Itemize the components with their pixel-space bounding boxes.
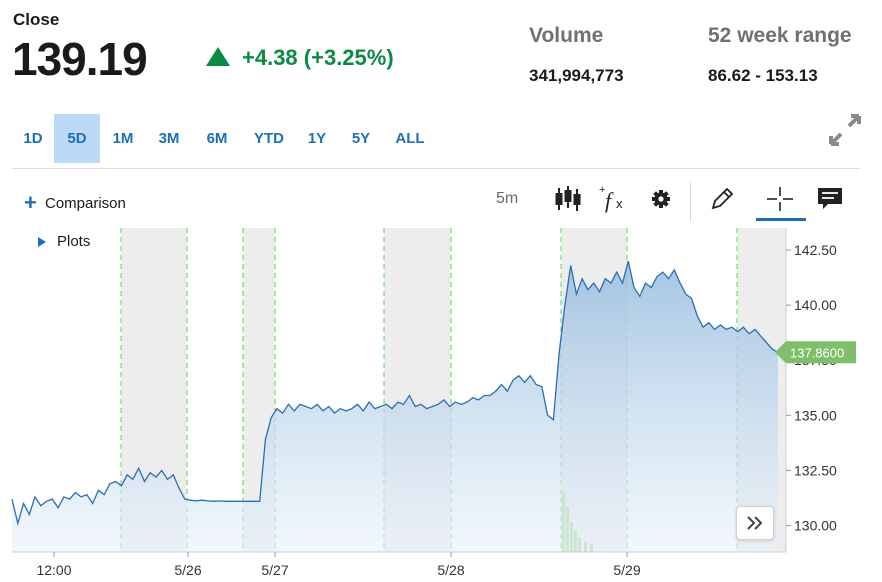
caret-right-icon <box>38 236 46 247</box>
price-change: +4.38 (+3.25%) <box>242 45 394 70</box>
volume-value: 341,994,773 <box>529 66 624 85</box>
toolbar-divider <box>690 182 691 222</box>
volume-label: Volume <box>529 24 604 47</box>
price-line <box>11 260 779 526</box>
comment-icon[interactable] <box>815 184 845 214</box>
svg-text:f: f <box>605 188 614 213</box>
price-tick-label: 140.00 <box>794 297 837 313</box>
tab-1d[interactable]: 1D <box>23 130 43 147</box>
close-label: Close <box>13 10 60 29</box>
date-tick-label: 12:00 <box>36 562 71 578</box>
time-range-tabs: 1D 5D 1M 3M 6M YTD 1Y 5Y ALL <box>12 114 436 163</box>
volume-bars <box>562 492 593 552</box>
52-week-range-label: 52 week range <box>708 24 852 47</box>
tab-5y[interactable]: 5Y <box>351 130 371 147</box>
date-axis: 12:00 5/26 5/27 5/28 5/29 <box>36 552 641 578</box>
date-tick-label: 5/27 <box>261 562 288 578</box>
comparison-label: Comparison <box>45 194 126 212</box>
tab-all[interactable]: ALL <box>395 130 425 147</box>
date-tick-label: 5/28 <box>437 562 464 578</box>
volume-bar <box>570 522 573 552</box>
crosshair-icon[interactable] <box>765 184 795 214</box>
plots-label: Plots <box>57 233 91 250</box>
tab-5d[interactable]: 5D <box>54 114 100 163</box>
scroll-to-latest-button[interactable] <box>736 506 774 540</box>
tab-6m[interactable]: 6M <box>206 130 228 147</box>
date-tick-label: 5/26 <box>174 562 201 578</box>
price-tick-label: 135.00 <box>794 407 837 423</box>
candlestick-icon[interactable] <box>553 184 583 214</box>
last-price-label: 137.8600 <box>790 345 844 360</box>
tab-1m[interactable]: 1M <box>112 130 134 147</box>
volume-bar <box>590 544 593 552</box>
svg-text:x: x <box>616 196 623 211</box>
tab-ytd[interactable]: YTD <box>254 130 284 147</box>
last-price-tag: 137.8600 <box>775 341 856 364</box>
volume-bar <box>562 492 565 552</box>
volume-bar <box>578 537 581 552</box>
svg-text:+: + <box>599 184 605 196</box>
active-tool-indicator <box>756 218 806 221</box>
up-arrow-icon <box>206 47 230 66</box>
pencil-icon[interactable] <box>707 184 737 214</box>
plus-icon: + <box>24 190 37 215</box>
double-chevron-right-icon <box>747 516 763 530</box>
expand-icon[interactable] <box>827 112 863 148</box>
gear-icon[interactable] <box>647 184 677 214</box>
52-week-range-value: 86.62 - 153.13 <box>708 66 818 85</box>
tab-3m[interactable]: 3M <box>158 130 180 147</box>
volume-bar <box>566 507 569 552</box>
comparison-button[interactable]: + Comparison <box>24 192 126 214</box>
price-tick-label: 142.50 <box>794 242 837 258</box>
interval-selector[interactable]: 5m <box>496 190 519 207</box>
volume-bar <box>574 530 577 552</box>
header-divider <box>12 168 860 169</box>
volume-bar <box>584 542 587 552</box>
tab-1y[interactable]: 1Y <box>307 130 327 147</box>
price-tick-label: 130.00 <box>794 518 837 534</box>
close-price-value: 139.19 <box>12 33 148 85</box>
price-tick-label: 132.50 <box>794 462 837 478</box>
date-tick-label: 5/29 <box>613 562 640 578</box>
function-icon[interactable]: + f x <box>599 184 629 214</box>
plots-toggle[interactable]: Plots <box>38 233 90 250</box>
price-area <box>12 261 778 552</box>
